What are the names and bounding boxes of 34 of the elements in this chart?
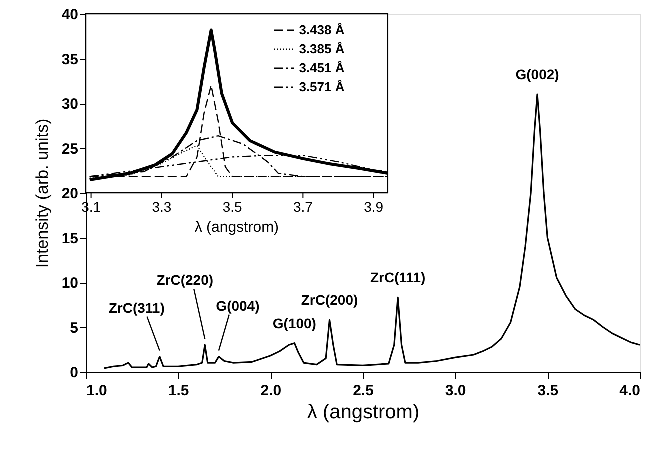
legend-label: 3.438 Å [299,22,346,38]
y-axis-title: Intensity (arb. units) [32,118,52,268]
y-tick-label: 20 [62,186,78,202]
x-tick-label: 3.3 [152,199,172,215]
y-tick-label: 10 [62,275,78,292]
x-tick-label: 1.5 [168,382,190,400]
legend-label: 3.571 Å [299,79,346,94]
y-tick-label: 0 [70,364,78,382]
x-tick-label: 3.0 [445,382,466,400]
y-tick-label: 35 [62,51,78,68]
x-tick-label: 1.0 [86,382,108,400]
y-tick-label: 25 [62,140,78,158]
annotation: ZrC(220) [156,272,214,288]
x-axis-title: λ (angstrom) [194,219,280,236]
y-tick-label: 30 [62,96,78,113]
x-tick-label: 3.7 [293,199,314,215]
y-tick-label: 40 [62,6,78,24]
annotation: G(002) [516,66,560,83]
annotation: ZrC(111) [370,270,426,286]
x-tick-label: 2.0 [260,382,282,400]
x-tick-label: 4.0 [620,382,640,400]
x-tick-label: 3.5 [538,382,559,400]
x-tick-label: 2.5 [353,382,374,400]
y-tick-label: 5 [70,320,78,337]
x-tick-label: 3.9 [364,199,384,215]
x-tick-label: 3.5 [222,199,242,215]
legend-label: 3.385 Å [299,41,346,56]
x-axis-title: λ (angstrom) [307,402,420,424]
y-tick-label: 15 [62,230,78,248]
annotation: G(100) [272,315,316,332]
annotation: G(004) [216,298,260,314]
annotation: ZrC(200) [301,292,358,308]
annotation: ZrC(311) [108,300,165,316]
legend-label: 3.451 Å [299,60,346,76]
